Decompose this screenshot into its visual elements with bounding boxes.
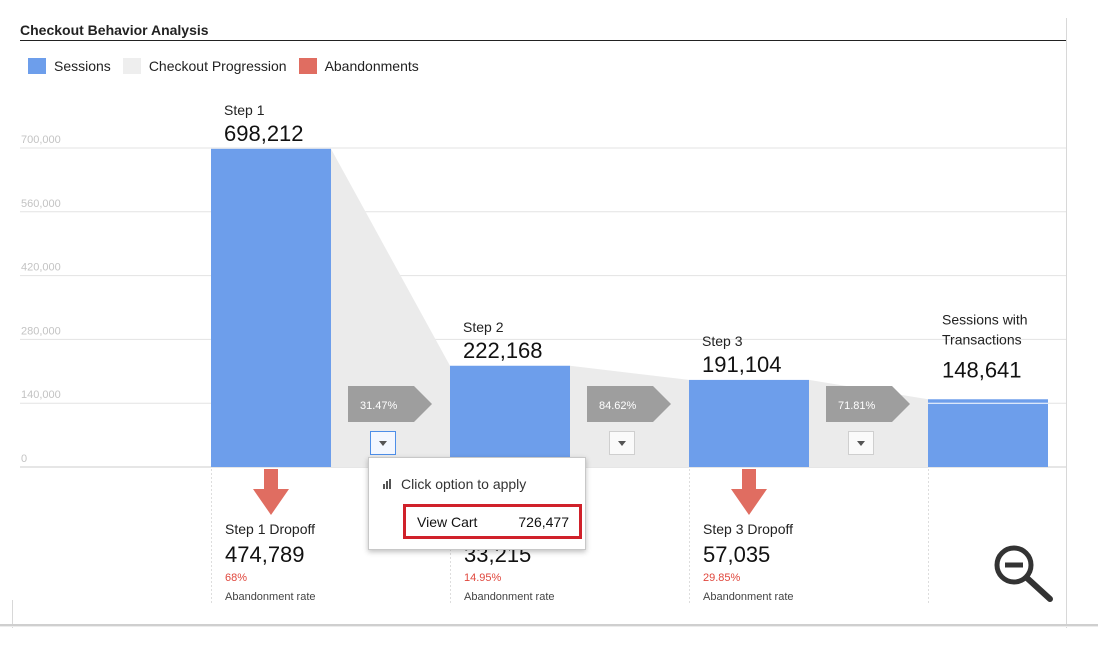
frame-left-edge [12,600,13,628]
progression-rate-text: 71.81% [838,400,876,412]
legend-swatch-sessions [28,58,46,74]
step-label: Sessions with [942,311,1028,327]
popup-header-text: Click option to apply [401,476,527,492]
frame-bottom-edge [0,624,1098,626]
popup-header: Click option to apply [383,476,526,492]
y-tick-label: 560,000 [21,198,61,210]
progression-rate-badges: 31.47% 84.62% 71.81% [348,386,910,422]
chart-legend: Sessions Checkout Progression Abandonmen… [28,58,431,74]
abandonment-rate-caption: Abandonment rate [464,591,555,603]
step-label: Step 2 [463,319,504,335]
progression-dropdown-button-2[interactable] [609,431,635,455]
step-value: 698,212 [224,121,304,146]
legend-item-abandonments: Abandonments [298,58,419,74]
abandonment-rate-value: 14.95% [464,572,502,584]
step-value: 222,168 [463,338,543,363]
y-tick-label: 140,000 [21,389,61,401]
y-tick-label: 0 [21,453,27,465]
progression-rate-badge [587,386,671,422]
legend-label-abandonments: Abandonments [324,58,419,74]
session-bar [211,148,331,467]
abandonment-rate-value: 68% [225,572,247,584]
session-bar [689,379,809,467]
zoom-out-icon[interactable] [990,541,1060,611]
dropoff-label: Step 3 Dropoff [703,521,793,537]
abandonment-arrow [253,469,289,515]
session-bars [211,148,1048,467]
legend-item-sessions: Sessions [28,58,111,74]
step-value: 148,641 [942,357,1022,382]
dropoff-label: Step 1 Dropoff [225,521,315,537]
progression-dropdown-button-3[interactable] [848,431,874,455]
caret-down-icon [618,440,626,446]
y-tick-label: 700,000 [21,134,61,146]
y-axis-ticks: 700,000 560,000 420,000 280,000 140,000 0 [21,134,61,465]
progression-rate-text: 84.62% [599,400,637,412]
abandonment-rate-value: 29.85% [703,572,741,584]
dropoff-value: 57,035 [703,542,770,567]
progression-rate-badge [348,386,432,422]
progression-rate-badge [826,386,910,422]
progression-dropdown-button-1[interactable] [370,431,396,455]
title-divider [20,40,1067,41]
legend-item-progression: Checkout Progression [122,58,287,74]
caret-down-icon [379,440,387,446]
caret-down-icon [857,440,865,446]
dropoff-labels: Step 1 Dropoff 474,789 68% Abandonment rate… [225,521,794,603]
step-label: Step 1 [224,102,265,118]
progression-rate-text: 31.47% [360,400,398,412]
abandonment-arrows [253,469,767,515]
abandonment-rate-caption: Abandonment rate [703,591,794,603]
dropoff-value: 474,789 [225,542,305,567]
session-bar [450,365,570,467]
popup-option-label: View Cart [417,513,478,530]
frame-right-edge [1066,18,1067,628]
session-bar [928,399,1048,467]
legend-label-sessions: Sessions [54,58,111,74]
popup-option-value: 726,477 [518,513,569,530]
frame-bottom-shadow [0,626,1098,627]
step-label: Step 3 [702,333,743,349]
step-label: Transactions [942,331,1022,347]
abandonment-arrow [731,469,767,515]
y-tick-label: 280,000 [21,325,61,337]
bar-chart-icon [383,479,392,489]
abandonment-rate-caption: Abandonment rate [225,591,316,603]
step-value: 191,104 [702,352,782,377]
legend-label-progression: Checkout Progression [148,58,287,74]
chart-title: Checkout Behavior Analysis [20,22,209,38]
step-option-popup: Click option to apply View Cart 726,477 [368,457,586,550]
legend-swatch-abandonments [298,58,317,74]
y-tick-label: 420,000 [21,262,61,274]
popup-option-view-cart[interactable]: View Cart 726,477 [403,504,582,539]
legend-swatch-progression [122,58,141,74]
step-labels: Step 1 698,212 Step 2 222,168 Step 3 191,104 S… [224,102,1028,382]
